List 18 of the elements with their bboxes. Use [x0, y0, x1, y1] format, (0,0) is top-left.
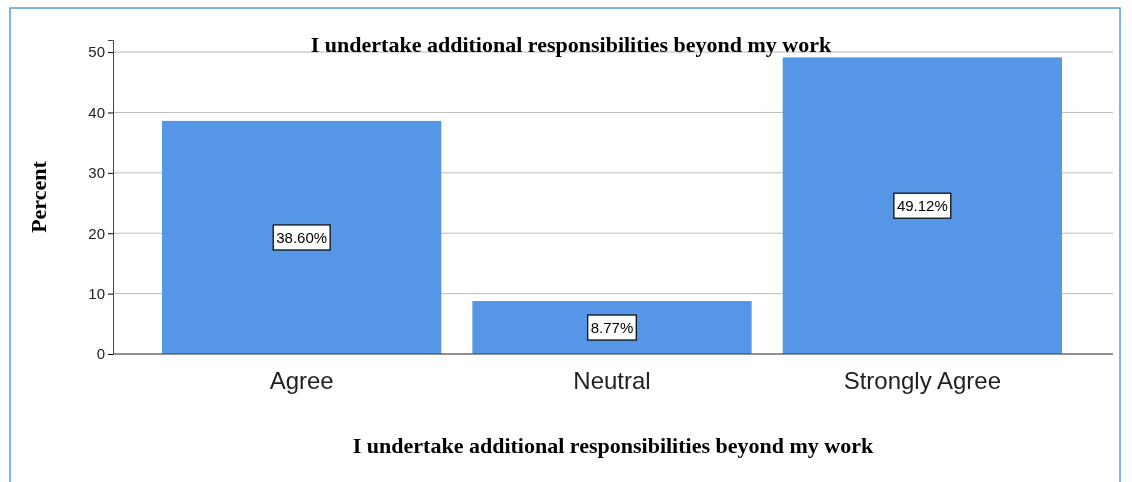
y-tick-label: 30	[88, 164, 105, 182]
x-axis-title: I undertake additional responsibilities beyond my work	[352, 433, 874, 458]
bar	[162, 120, 442, 354]
x-tick-label: Neutral	[573, 367, 651, 395]
y-tick-label: 20	[88, 224, 105, 242]
x-tick-label: Agree	[269, 367, 334, 395]
y-tick-label: 40	[88, 103, 105, 121]
y-axis-title: Percent	[26, 160, 51, 233]
bar	[472, 301, 752, 354]
data-label: 49.12%	[896, 197, 948, 215]
data-label: 8.77%	[590, 319, 634, 337]
data-label: 38.60%	[276, 228, 328, 246]
chart-title: I undertake additional responsibilities beyond my work	[310, 32, 832, 57]
y-tick-label: 0	[96, 345, 105, 363]
bar	[782, 57, 1062, 354]
y-tick-label: 50	[88, 43, 105, 61]
y-tick-label: 10	[88, 284, 105, 302]
x-tick-label: Strongly Agree	[843, 367, 1002, 395]
